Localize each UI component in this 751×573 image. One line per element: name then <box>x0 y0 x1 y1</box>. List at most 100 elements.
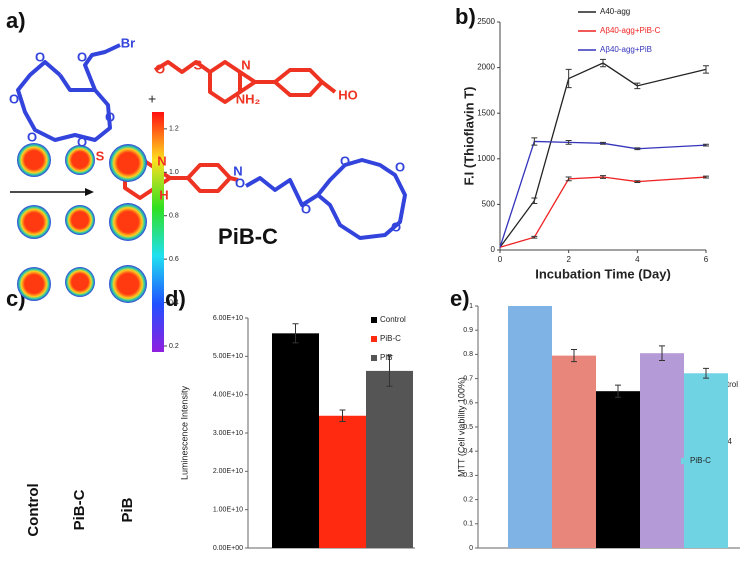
reaction-scheme <box>10 43 407 240</box>
bar <box>508 306 552 548</box>
atom-label: O <box>340 153 350 168</box>
y-tick-label: 0.8 <box>463 351 473 358</box>
atom-label: N <box>233 163 242 178</box>
atom-label: O <box>155 61 165 76</box>
error-bar <box>615 384 621 398</box>
error-bar <box>386 355 393 387</box>
y-axis-label: F.I (Thioflavin T) <box>461 87 476 186</box>
panel-label: b) <box>455 4 476 29</box>
legend-label: Control <box>380 315 406 324</box>
colorbar-tick-label: 0.8 <box>169 213 179 220</box>
y-tick-label: 5.00E+10 <box>213 353 243 360</box>
bar <box>366 370 413 548</box>
atom-label: O <box>105 109 115 124</box>
atom-label: O <box>9 91 19 106</box>
product-name: PiB-C <box>218 224 278 249</box>
y-tick-label: 2500 <box>477 17 495 26</box>
well-image <box>109 203 147 241</box>
bar <box>272 333 319 548</box>
error-bar <box>600 141 606 145</box>
x-tick-label: 2 <box>566 255 571 264</box>
y-tick-label: 4.00E+10 <box>213 392 243 399</box>
y-tick-label: 0.3 <box>463 472 473 479</box>
error-bar <box>634 180 641 184</box>
atom-label: H <box>159 187 168 202</box>
bar <box>640 353 684 548</box>
error-bar <box>292 323 299 344</box>
legend-swatch <box>371 336 377 342</box>
well-image <box>17 267 51 301</box>
error-bar <box>531 137 538 146</box>
atom-label: O <box>77 49 87 64</box>
error-bar <box>571 349 577 363</box>
series-line <box>499 62 707 248</box>
bond <box>229 176 239 182</box>
panel-label: a) <box>6 8 26 33</box>
atom-label: O <box>35 49 45 64</box>
bar <box>596 391 640 548</box>
bar <box>552 355 596 548</box>
atom-label: HO <box>338 87 358 102</box>
colorbar <box>152 112 164 352</box>
y-tick-label: 6.00E+10 <box>213 315 243 322</box>
legend-label: PiB-C <box>380 334 401 343</box>
crown-ether-bond <box>58 73 95 92</box>
legend-label: Aβ40-agg+PiB <box>600 45 652 54</box>
y-tick-label: 0.2 <box>463 496 473 503</box>
panel-label: d) <box>165 286 186 311</box>
y-tick-label: 0 <box>469 545 473 552</box>
error-bar <box>600 58 606 68</box>
well-image <box>17 143 51 177</box>
bond <box>320 80 337 94</box>
y-tick-label: 0.7 <box>463 375 473 382</box>
error-bar <box>565 176 572 182</box>
atom-label: N <box>157 153 166 168</box>
colorbar-tick-label: 1.0 <box>169 169 179 176</box>
x-tick-label: 6 <box>704 255 709 264</box>
legend-label: PiB-C <box>690 456 711 465</box>
y-tick-label: 1000 <box>477 154 495 163</box>
y-tick-label: 500 <box>482 200 496 209</box>
legend-swatch <box>371 355 377 361</box>
well-image <box>109 265 147 303</box>
atom-label: O <box>235 175 245 190</box>
arrowhead <box>85 188 94 196</box>
y-tick-label: 0.6 <box>463 400 473 407</box>
y-tick-label: 1500 <box>477 108 495 117</box>
group-label: PiB-C <box>71 489 88 530</box>
y-tick-label: 0.1 <box>463 521 473 528</box>
atom-label: O <box>77 134 87 149</box>
x-tick-label: 4 <box>635 255 640 264</box>
atom-label: S <box>96 148 105 163</box>
error-bar <box>565 68 572 89</box>
plus-sign: + <box>148 91 156 107</box>
error-bar <box>565 140 572 145</box>
bar <box>319 415 366 548</box>
bar <box>684 373 728 548</box>
legend-label: PiB <box>380 353 392 362</box>
colorbar-tick-label: 0.4 <box>169 299 179 306</box>
well-image <box>65 267 95 297</box>
benzene-ring <box>186 163 232 193</box>
y-tick-label: 0.00E+00 <box>213 545 243 552</box>
y-tick-label: 0 <box>491 245 496 254</box>
error-bar <box>531 235 538 239</box>
y-tick-label: 1 <box>469 303 473 310</box>
atom-label: N <box>241 57 250 72</box>
crown-ether-bond <box>16 43 121 142</box>
error-bar <box>659 345 665 361</box>
error-bar <box>531 197 538 204</box>
error-bar <box>339 409 346 422</box>
panel-label: e) <box>450 286 470 311</box>
y-tick-label: 0.5 <box>463 424 473 431</box>
series-line <box>499 176 707 248</box>
well-image <box>109 144 147 182</box>
colorbar-tick-label: 0.6 <box>169 256 179 263</box>
error-bar <box>634 147 641 151</box>
series-line <box>499 140 707 248</box>
group-label: PiB <box>119 497 136 522</box>
y-tick-label: 2000 <box>477 63 495 72</box>
atom-label: O <box>395 159 405 174</box>
thiazole <box>238 70 257 94</box>
